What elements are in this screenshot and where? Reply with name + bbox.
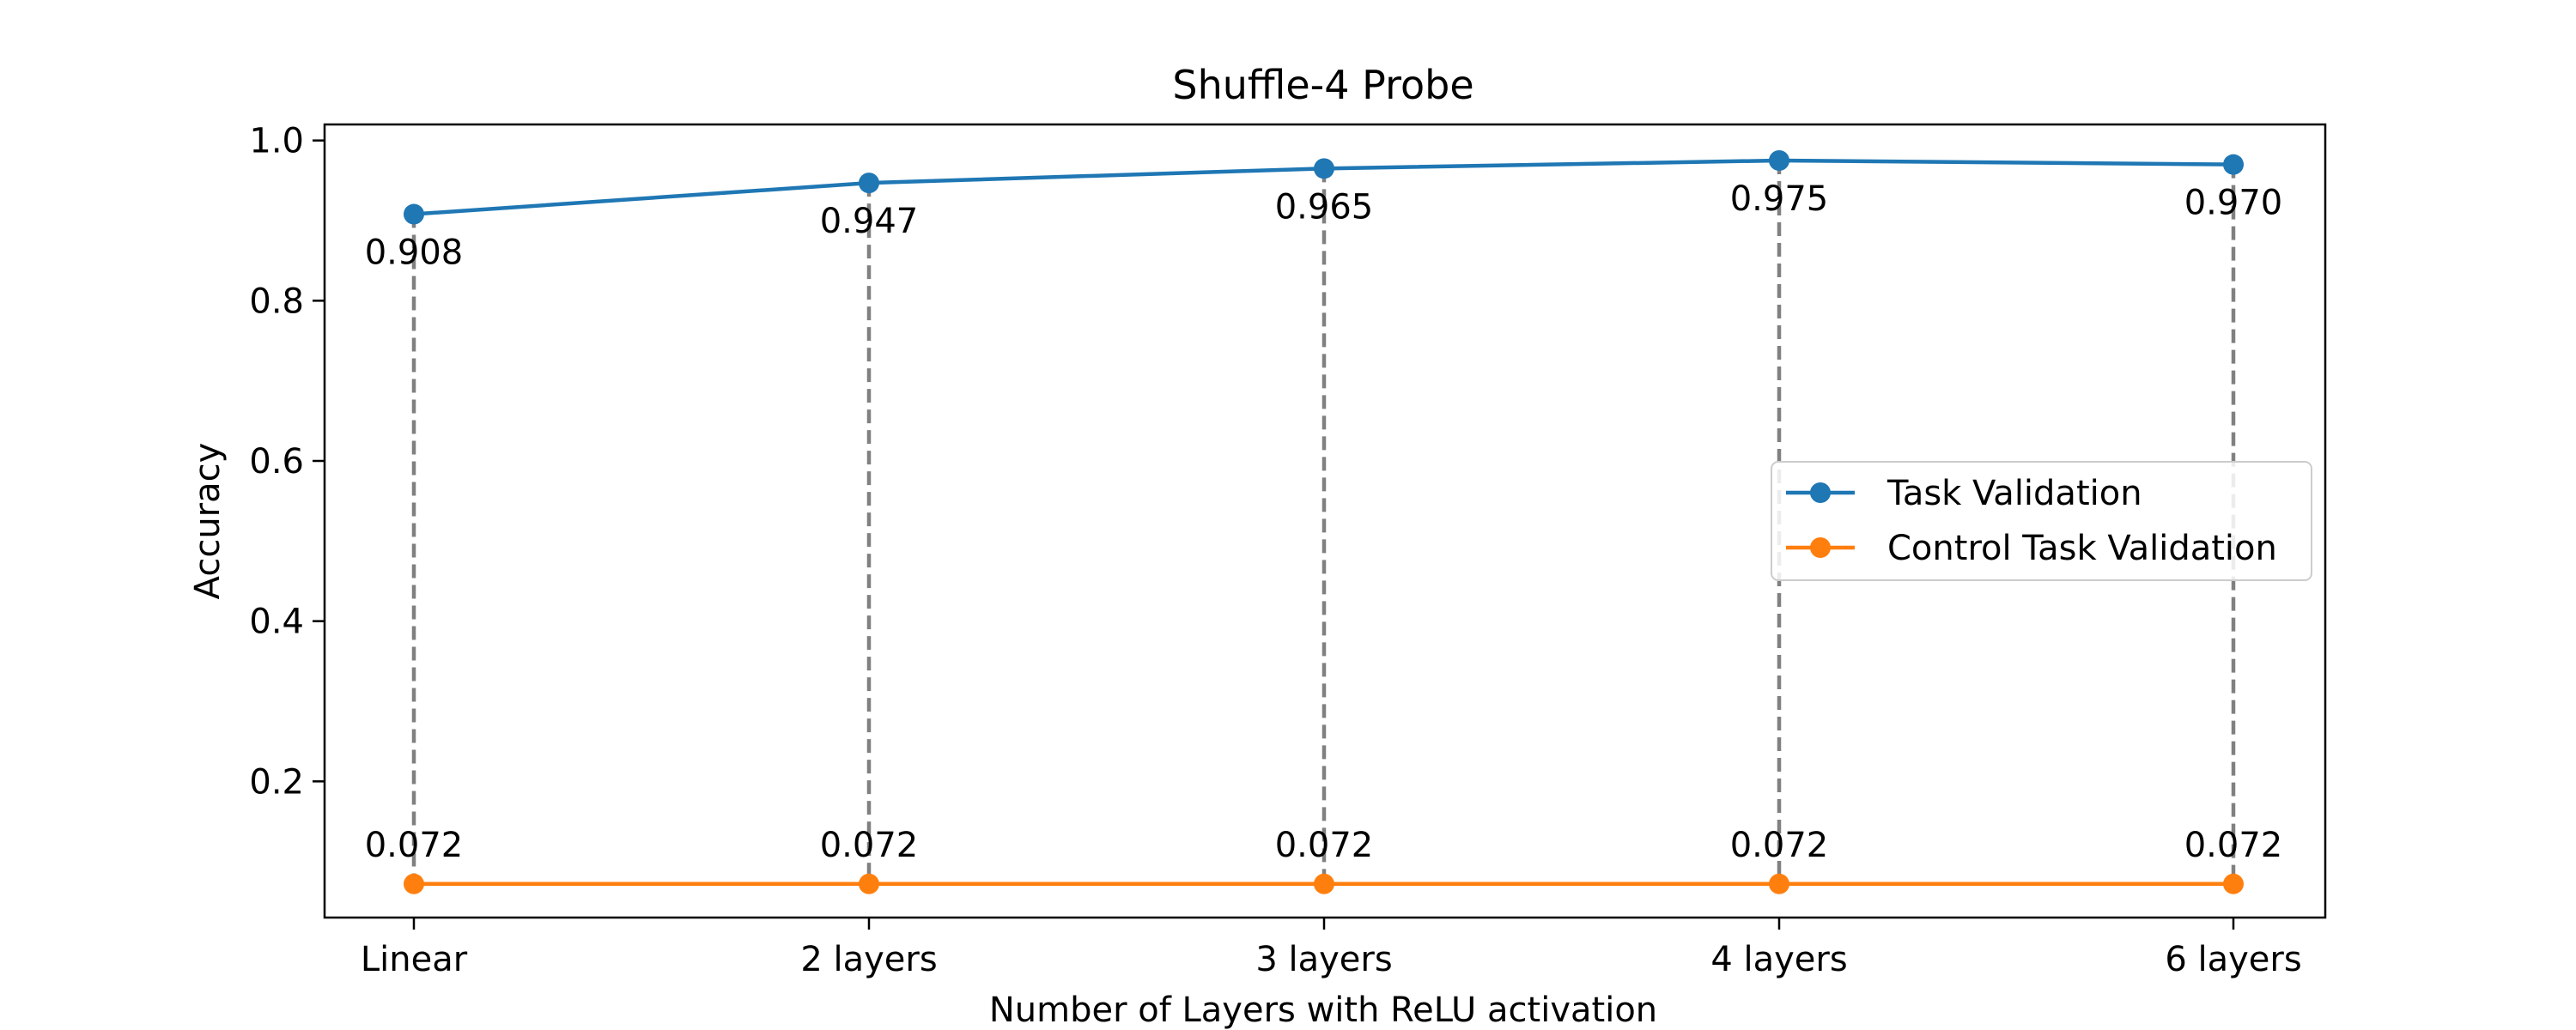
data-label: 0.072 — [2184, 826, 2283, 865]
legend-marker — [1810, 537, 1831, 558]
data-label: 0.072 — [365, 826, 464, 865]
series-points — [404, 150, 2244, 894]
x-tick-label: 2 layers — [800, 940, 937, 979]
legend-label: Control Task Validation — [1887, 529, 2277, 568]
y-tick-label: 0.6 — [249, 442, 304, 482]
x-tick-label: 4 layers — [1710, 940, 1847, 979]
data-label: 0.908 — [365, 233, 464, 273]
data-label: 0.072 — [1730, 826, 1829, 865]
legend: Task Validation Control Task Validation — [1771, 461, 2312, 581]
data-label: 0.970 — [2184, 184, 2283, 223]
series-point — [1769, 873, 1789, 894]
data-label: 0.072 — [820, 826, 919, 865]
plot-frame — [323, 123, 2327, 919]
legend-marker — [1810, 482, 1831, 503]
legend-label: Task Validation — [1886, 474, 2142, 513]
y-tick-label: 0.8 — [249, 282, 304, 321]
y-axis-ticks: 0.2 0.4 0.6 0.8 1.0 — [249, 122, 325, 802]
y-tick-label: 1.0 — [249, 122, 304, 161]
series-point — [2223, 154, 2244, 175]
data-label: 0.965 — [1275, 187, 1374, 227]
y-tick-label: 0.4 — [249, 603, 304, 642]
series-point — [404, 203, 424, 225]
y-tick-label: 0.2 — [249, 762, 304, 802]
y-axis-label: Accuracy — [188, 443, 228, 600]
data-label: 0.975 — [1730, 179, 1829, 219]
legend-box — [1771, 461, 2312, 581]
value-labels: 0.908 0.947 0.965 0.975 0.970 0.072 0.072 0.072… — [365, 179, 2283, 865]
data-label: 0.947 — [820, 202, 919, 241]
x-tick-label: 3 layers — [1255, 940, 1392, 979]
series-point — [1314, 873, 1334, 894]
x-tick-label: Linear — [361, 940, 468, 979]
series-point — [2223, 873, 2244, 894]
series-point — [1769, 150, 1789, 171]
x-axis-label: Number of Layers with ReLU activation — [989, 991, 1657, 1030]
x-tick-label: 6 layers — [2165, 940, 2301, 979]
chart-title: Shuffle-4 Probe — [1172, 62, 1473, 108]
x-axis-ticks: Linear 2 layers 3 layers 4 layers 6 layers — [361, 918, 2302, 979]
series-point — [859, 173, 879, 194]
data-label: 0.072 — [1275, 826, 1374, 865]
series-point — [859, 873, 879, 894]
series-point — [1314, 158, 1334, 179]
series-point — [404, 873, 424, 894]
